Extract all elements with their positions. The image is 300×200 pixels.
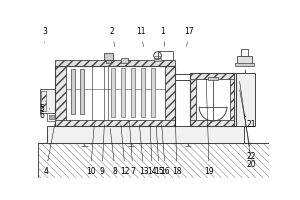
Bar (237, 56, 252, 65)
Bar (55, 120, 175, 126)
Text: 18: 18 (172, 117, 182, 176)
Text: 6: 6 (40, 109, 50, 120)
Text: 4: 4 (44, 125, 55, 176)
Text: 17: 17 (184, 27, 194, 47)
Bar (111, 68, 115, 117)
Bar (55, 66, 66, 126)
Bar (154, 58, 161, 61)
Text: 3: 3 (42, 27, 47, 43)
Bar (234, 73, 255, 126)
Bar (47, 113, 55, 121)
Bar (106, 60, 111, 63)
Text: 5: 5 (40, 101, 46, 113)
Bar (190, 120, 236, 126)
Bar (55, 66, 175, 126)
Bar (122, 68, 125, 117)
Bar (70, 69, 75, 114)
Text: 15: 15 (154, 127, 164, 176)
Bar (190, 73, 236, 126)
Bar (230, 73, 236, 126)
Bar (164, 66, 175, 126)
Bar (152, 68, 155, 117)
Text: 2: 2 (110, 27, 115, 47)
Bar (38, 143, 269, 178)
Text: 20: 20 (240, 81, 256, 169)
Bar (190, 73, 236, 79)
Text: 13: 13 (139, 125, 148, 176)
Text: 12: 12 (121, 125, 130, 176)
Text: 21: 21 (244, 115, 256, 129)
Bar (55, 60, 175, 66)
Text: 14: 14 (147, 125, 157, 176)
Bar (40, 89, 55, 113)
Text: 7: 7 (129, 121, 135, 176)
Text: 22: 22 (240, 90, 256, 161)
Bar (121, 58, 128, 63)
Bar (141, 68, 145, 117)
Text: 19: 19 (204, 79, 214, 176)
Bar (236, 63, 254, 66)
Bar (241, 49, 248, 56)
Bar (47, 126, 244, 143)
Bar (104, 53, 113, 60)
Text: 16: 16 (160, 125, 170, 176)
Bar (49, 115, 54, 119)
Text: 10: 10 (86, 125, 95, 176)
Bar (80, 69, 85, 114)
Text: 8: 8 (110, 128, 118, 176)
Text: 11: 11 (137, 27, 146, 47)
Bar (208, 77, 218, 80)
Bar (190, 73, 196, 126)
Text: 9: 9 (100, 125, 105, 176)
Bar (131, 68, 135, 117)
Bar (38, 143, 269, 178)
Text: 1: 1 (160, 27, 165, 47)
Bar (41, 91, 46, 111)
